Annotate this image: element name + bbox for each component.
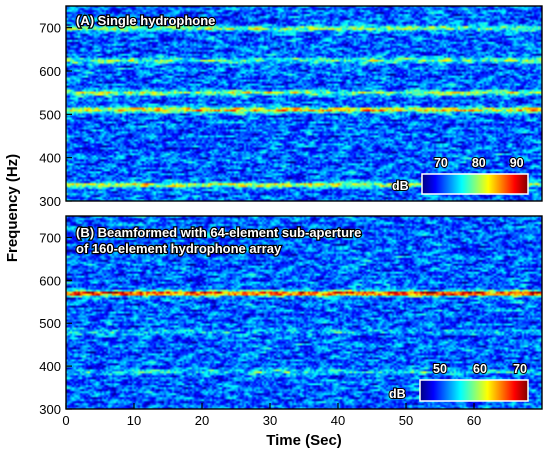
x-axis-title: Time (Sec)	[266, 432, 342, 449]
colorbar-tick-label-60: 60	[473, 362, 487, 376]
panel-b-title-line-1: (B) Beamformed with 64-element sub-apert…	[76, 225, 361, 240]
x-tick-label-40: 40	[331, 413, 345, 428]
panel-b-colorbar-unit: dB	[389, 387, 406, 401]
x-tick-label-10: 10	[127, 413, 141, 428]
panel-b-x-ticks: 0 10 20 30 40 50 60	[62, 403, 481, 428]
panel-b-y-tick-label-600: 600	[39, 273, 61, 288]
panel-b-y-tick-label-400: 400	[39, 359, 61, 374]
panel-b: 300 400 500 600 700 0 10 20 30 40 50 60 (B) Beamfo…	[39, 215, 543, 428]
panel-a-colorbar-bar	[421, 173, 529, 195]
x-tick-label-60: 60	[467, 413, 481, 428]
x-tick-label-30: 30	[263, 413, 277, 428]
panel-a-y-tick-label-700: 700	[39, 21, 61, 36]
colorbar-tick-label-90: 90	[510, 156, 524, 170]
y-axis-title: Frequency (Hz)	[4, 154, 21, 262]
panel-a-colorbar-ticks: 70 80 90	[433, 155, 525, 171]
panel-a-y-tick-label-600: 600	[39, 64, 61, 79]
colorbar-tick-label-80: 80	[472, 156, 486, 170]
panel-b-colorbar-ticks: 50 60 70	[432, 361, 528, 377]
panel-b-y-tick-label-300: 300	[39, 402, 61, 417]
panel-a-frame	[65, 5, 543, 202]
panel-b-colorbar: dB 50 60 70	[388, 361, 529, 402]
panel-a-y-tick-label-500: 500	[39, 107, 61, 122]
panel-b-heatmap	[66, 216, 542, 409]
panel-a-y-tick-label-300: 300	[39, 194, 61, 209]
panel-b-colorbar-bar	[419, 379, 529, 402]
panel-a-title: (A) Single hydrophone	[76, 13, 215, 28]
colorbar-tick-label-70: 70	[513, 362, 527, 376]
panel-a-colorbar-unit: dB	[392, 179, 409, 193]
panel-a-y-ticks: 300 400 500 600 700	[39, 21, 72, 209]
panel-a-y-tick-label-400: 400	[39, 151, 61, 166]
panel-b-frame	[65, 215, 543, 410]
panel-a-heatmap	[66, 6, 542, 201]
x-tick-label-0: 0	[62, 413, 69, 428]
colorbar-tick-label-50: 50	[433, 362, 447, 376]
x-tick-label-20: 20	[195, 413, 209, 428]
x-tick-label-50: 50	[399, 413, 413, 428]
panel-b-title-line-2: of 160-element hydrophone array	[76, 241, 282, 256]
panel-b-y-ticks: 300 400 500 600 700	[39, 230, 72, 417]
panel-b-y-tick-label-700: 700	[39, 230, 61, 245]
panel-a: 300 400 500 600 700 (A) Single hydrophone dB…	[39, 5, 543, 209]
panel-a-colorbar: dB 70 80 90	[391, 155, 529, 195]
colorbar-tick-label-70: 70	[434, 156, 448, 170]
panel-b-y-tick-label-500: 500	[39, 316, 61, 331]
